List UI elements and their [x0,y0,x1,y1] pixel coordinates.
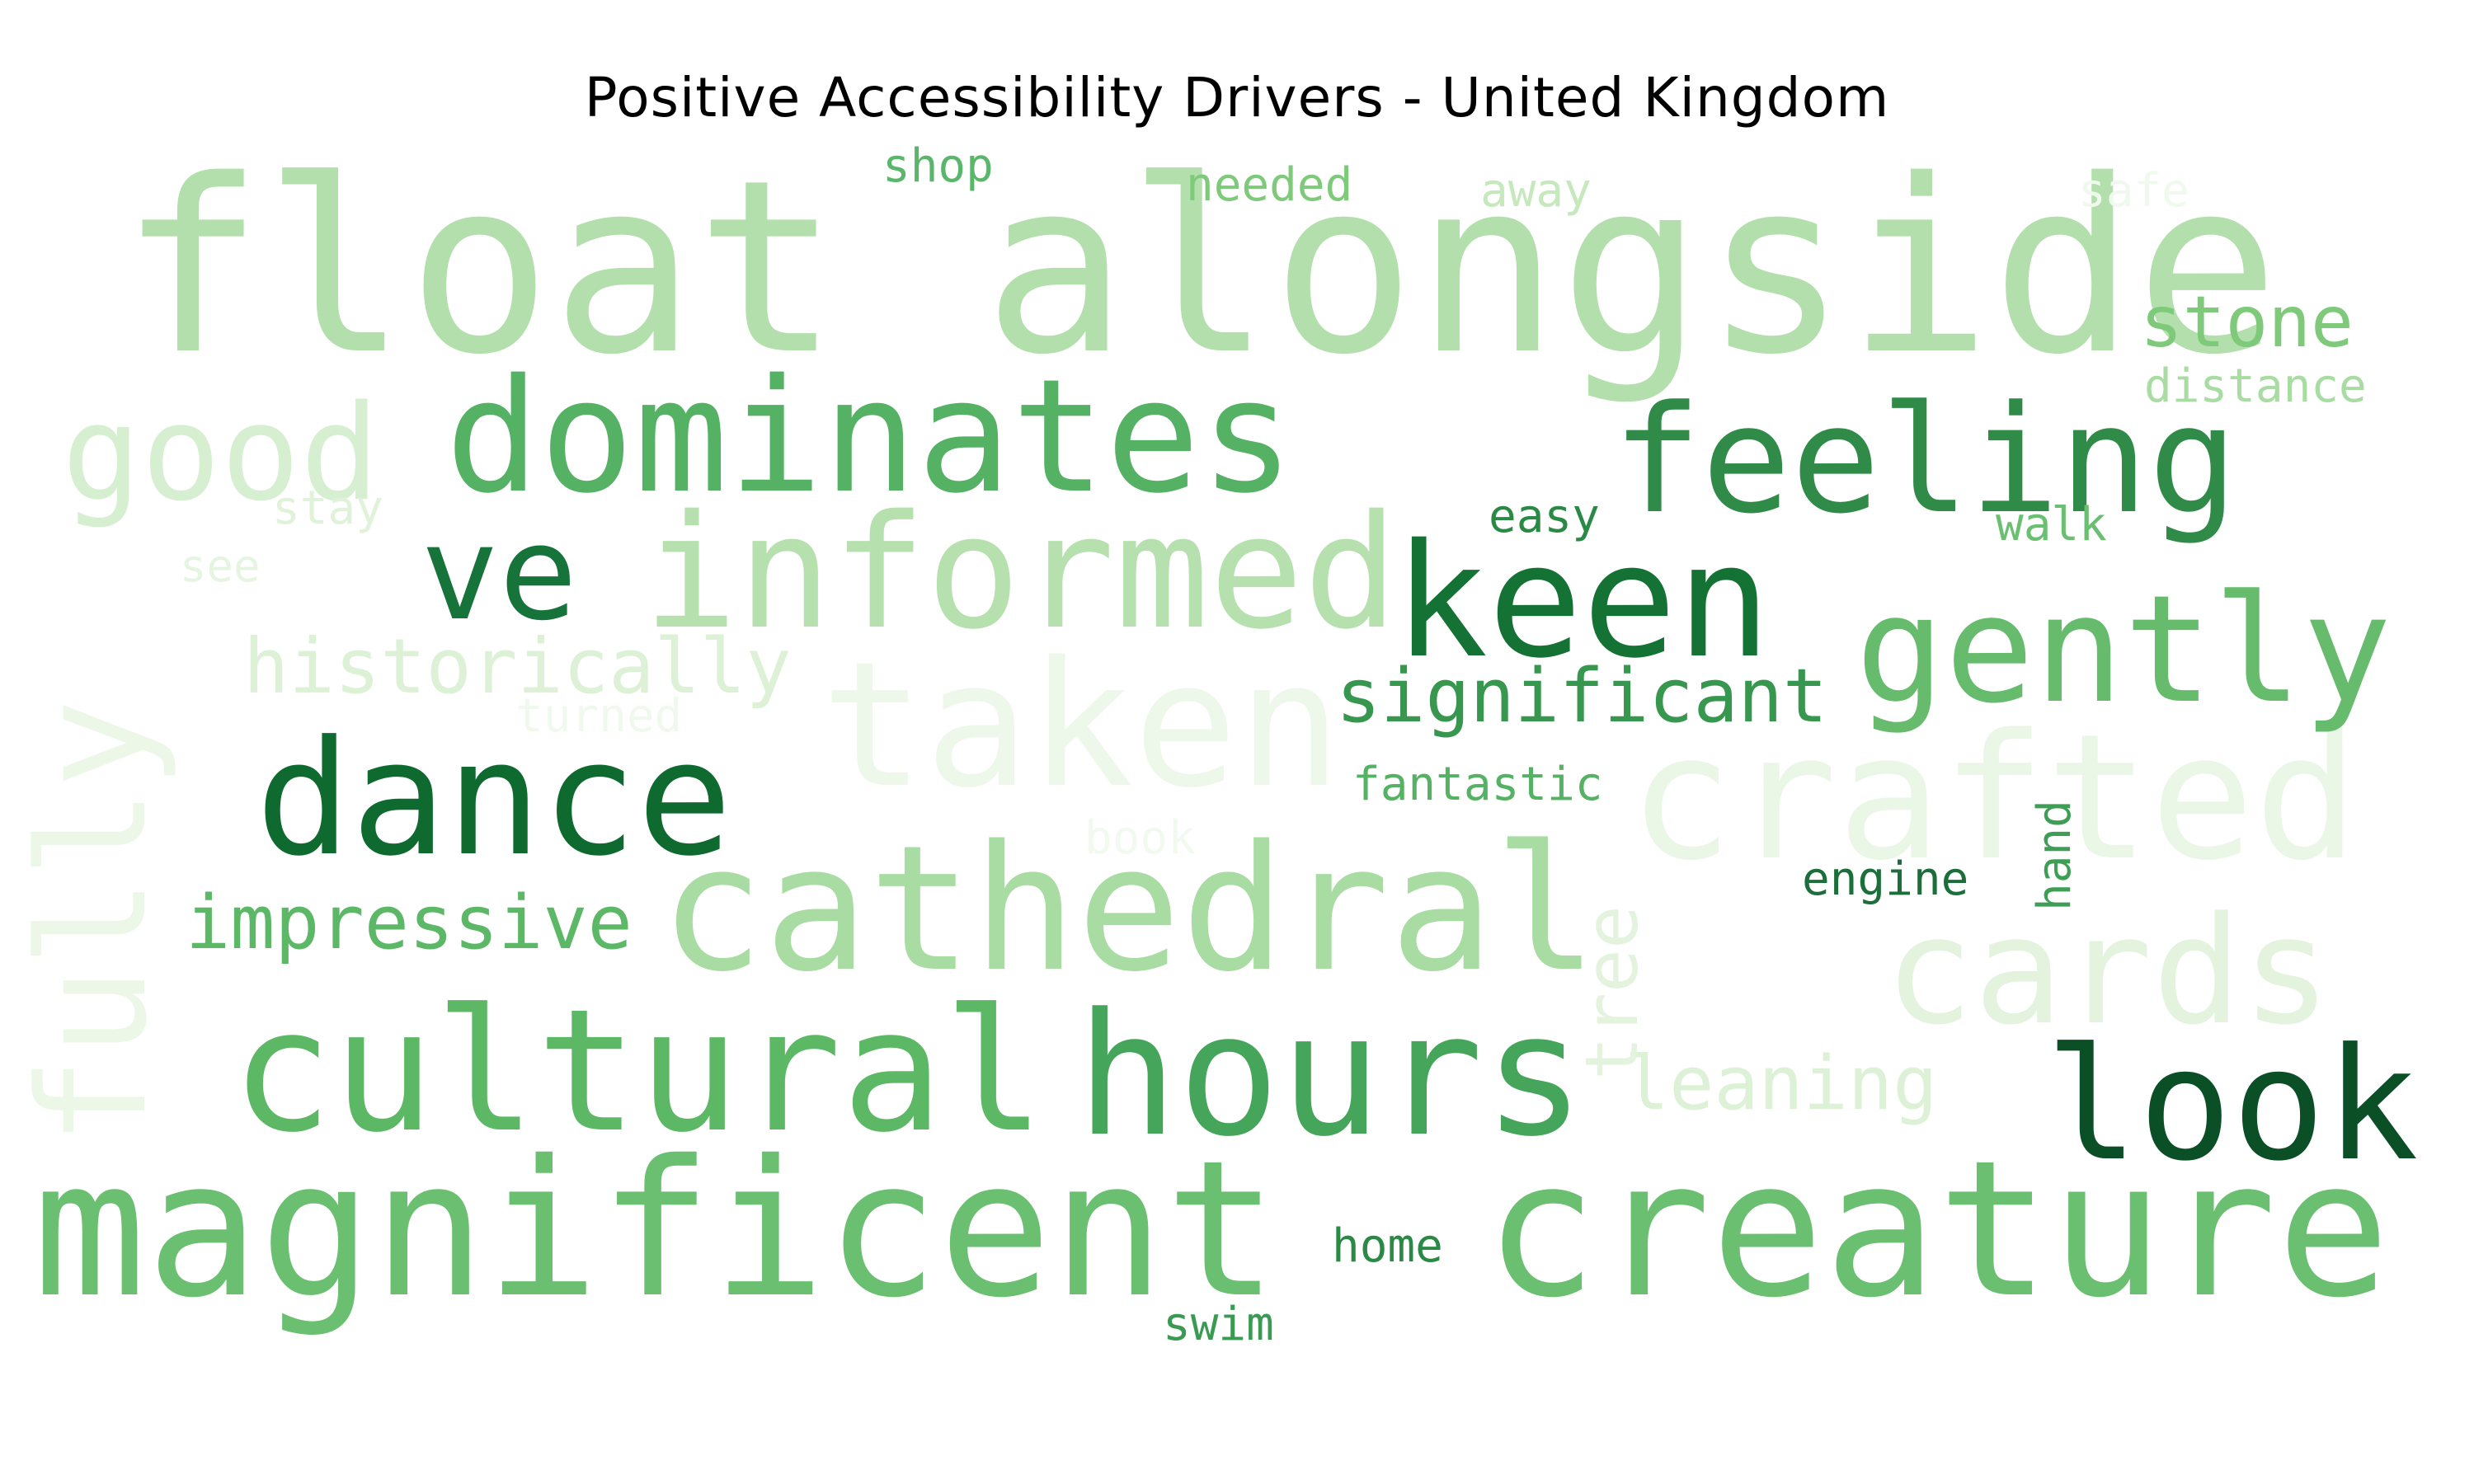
word-look: look [2045,1015,2419,1195]
word-good: good [62,376,379,530]
word-engine: engine [1802,852,1968,906]
word-creature: creature [1484,1120,2390,1339]
word-book: book [1084,811,1196,865]
word-feeling: feeling [1612,374,2238,547]
word-easy: easy [1489,490,1600,543]
word-see: see [180,540,261,592]
word-taken: taken [821,624,1342,826]
word-ve: ve [421,498,577,650]
word-historically: historically [243,622,792,711]
word-turned: turned [515,689,682,743]
word-dance: dance [256,707,732,891]
word-cathedral: cathedral [660,808,1598,1010]
word-hand: hand [2028,800,2081,911]
word-stay: stay [272,481,383,535]
word-informed: informed [643,481,1398,664]
word-swim: swim [1163,1298,1274,1351]
word-shop: shop [882,139,994,193]
word-stone: stone [2140,281,2354,364]
word-keen: keen [1394,510,1771,693]
word-impressive: impressive [186,880,633,966]
word-tree: tree [1569,905,1654,1080]
word-walk: walk [1996,498,2107,552]
word-needed: needed [1186,158,1352,212]
word-distance: distance [2144,359,2367,413]
word-dominates: dominates [445,345,1295,528]
word-cards: cards [1884,885,2331,1058]
word-leaning: leaning [1625,1040,1937,1127]
word-float-alongside: float alongside [120,129,2279,407]
word-magnificent: magnificent [33,1120,1278,1339]
word-significant: significant [1336,653,1827,740]
word-safe: safe [2078,164,2189,218]
chart-title: Positive Accessibility Drivers - United … [584,66,1890,129]
word-crafted: crafted [1629,697,2359,899]
word-hours: hours [1076,978,1585,1174]
word-away: away [1480,164,1592,218]
word-home: home [1332,1219,1443,1273]
word-fantastic: fantastic [1352,758,1602,811]
word-fully: fully [7,699,180,1146]
word-cultural: cultural [231,974,1045,1170]
word-gently: gently [1856,564,2392,736]
